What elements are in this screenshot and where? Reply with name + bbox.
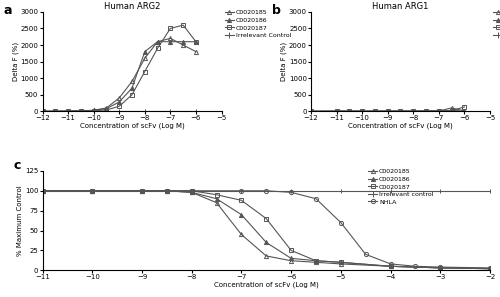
Legend: C0020185, C0020186, C0020187, Irrelevant Control: C0020185, C0020186, C0020187, Irrelevant…	[224, 10, 291, 38]
Legend: C0020185, C0020186, C0020187, Irrelevant Control: C0020185, C0020186, C0020187, Irrelevant…	[493, 10, 500, 38]
X-axis label: Concentration of scFv (Log M): Concentration of scFv (Log M)	[80, 123, 184, 129]
Y-axis label: Delta F (%): Delta F (%)	[12, 42, 19, 81]
Y-axis label: % Maximum Control: % Maximum Control	[18, 185, 24, 256]
Title: Human ARG1: Human ARG1	[372, 2, 428, 11]
Legend: C0020185, C0020186, C0020187, Irrelevant control, NHLA: C0020185, C0020186, C0020187, Irrelevant…	[368, 169, 434, 205]
Text: a: a	[3, 4, 12, 17]
Title: Human ARG2: Human ARG2	[104, 2, 160, 11]
Y-axis label: Delta F (%): Delta F (%)	[281, 42, 287, 81]
Text: b: b	[272, 4, 280, 17]
X-axis label: Concentration of scFv (Log M): Concentration of scFv (Log M)	[348, 123, 453, 129]
X-axis label: Concentration of scFv (Log M): Concentration of scFv (Log M)	[214, 282, 318, 288]
Text: c: c	[14, 159, 21, 172]
